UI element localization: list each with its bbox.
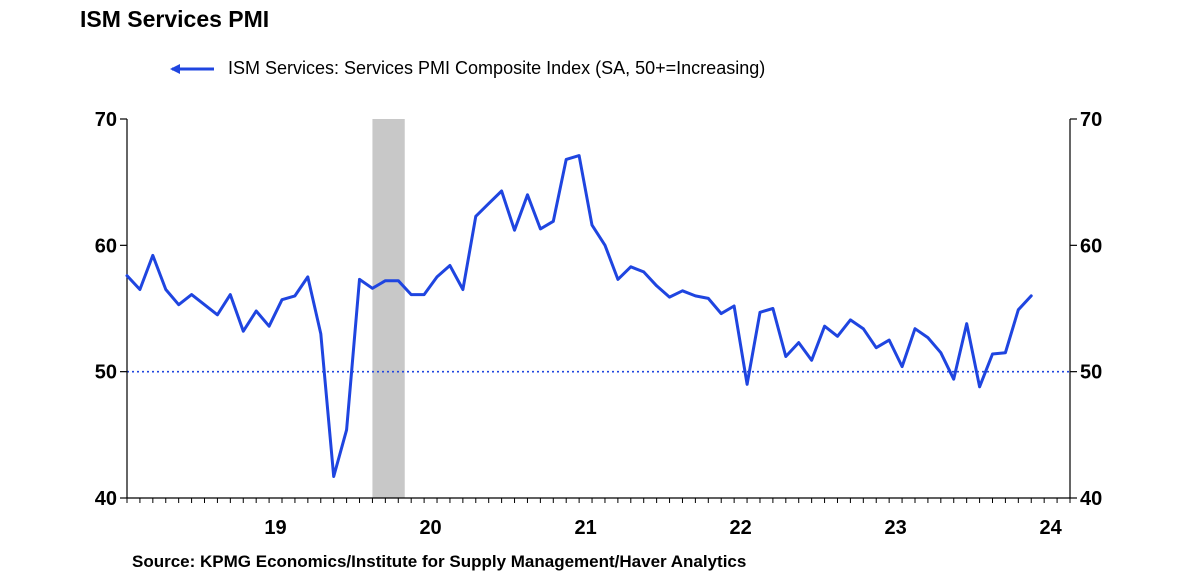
data-point bbox=[461, 288, 465, 291]
data-point bbox=[229, 293, 232, 296]
data-point bbox=[138, 288, 142, 291]
data-point bbox=[616, 278, 620, 281]
recession-shading bbox=[372, 119, 405, 498]
data-point bbox=[190, 293, 193, 296]
data-point bbox=[642, 270, 645, 274]
data-point bbox=[1030, 294, 1033, 298]
data-point bbox=[862, 327, 865, 330]
data-point bbox=[151, 254, 155, 257]
legend: ISM Services: Services PMI Composite Ind… bbox=[168, 58, 765, 79]
data-point bbox=[216, 313, 219, 317]
y-tick-label-right: 70 bbox=[1080, 109, 1102, 131]
data-point bbox=[694, 294, 697, 298]
data-point bbox=[629, 265, 632, 269]
y-tick-label-right: 50 bbox=[1080, 362, 1102, 384]
data-point bbox=[1004, 351, 1007, 354]
data-point bbox=[887, 338, 891, 342]
data-point bbox=[745, 383, 749, 386]
y-tick-label-right: 40 bbox=[1080, 488, 1102, 510]
data-point bbox=[810, 359, 813, 362]
data-point bbox=[254, 309, 258, 313]
data-point bbox=[358, 278, 361, 281]
data-point bbox=[474, 215, 477, 218]
data-point bbox=[681, 289, 684, 293]
x-tick-label: 23 bbox=[884, 517, 906, 539]
data-point bbox=[565, 158, 568, 161]
data-point bbox=[526, 193, 529, 196]
legend-label: ISM Services: Services PMI Composite Ind… bbox=[228, 58, 766, 78]
data-point bbox=[422, 293, 426, 296]
data-point bbox=[306, 275, 310, 279]
data-point bbox=[409, 293, 413, 296]
x-tick-label: 21 bbox=[574, 517, 596, 539]
data-point bbox=[448, 264, 452, 267]
data-point bbox=[280, 298, 284, 301]
data-point bbox=[293, 294, 297, 298]
data-point bbox=[539, 227, 542, 231]
data-point bbox=[500, 189, 503, 193]
data-point bbox=[991, 352, 994, 356]
series-line bbox=[125, 154, 1033, 478]
data-point bbox=[913, 327, 917, 330]
data-point bbox=[590, 223, 594, 227]
data-point bbox=[668, 295, 671, 299]
x-tick-label: 20 bbox=[419, 517, 441, 539]
x-tick-label: 19 bbox=[264, 517, 286, 539]
data-point bbox=[513, 228, 516, 232]
data-point bbox=[978, 385, 981, 389]
data-point bbox=[900, 365, 904, 368]
data-point bbox=[371, 287, 374, 290]
data-point bbox=[177, 303, 180, 306]
data-point bbox=[655, 284, 658, 287]
data-point bbox=[345, 428, 348, 431]
y-tick-label-left: 70 bbox=[95, 109, 117, 131]
data-point bbox=[332, 475, 335, 478]
data-point bbox=[836, 335, 839, 338]
y-tick-label-left: 40 bbox=[95, 488, 117, 510]
legend-line-marker bbox=[170, 63, 214, 74]
data-point bbox=[1017, 308, 1020, 311]
data-point bbox=[732, 304, 736, 308]
data-point bbox=[939, 351, 943, 354]
data-point bbox=[849, 318, 852, 322]
data-point bbox=[319, 332, 322, 335]
x-tick-label: 22 bbox=[729, 517, 751, 539]
data-point bbox=[952, 378, 955, 381]
chart-title: ISM Services PMI bbox=[80, 6, 270, 32]
source-note: Source: KPMG Economics/Institute for Sup… bbox=[132, 552, 747, 571]
data-point bbox=[397, 279, 400, 282]
y-tick-label-right: 60 bbox=[1080, 235, 1102, 257]
data-point bbox=[242, 330, 245, 333]
data-point bbox=[784, 355, 788, 358]
data-point bbox=[487, 202, 490, 205]
data-point bbox=[125, 274, 129, 277]
y-tick-label-left: 60 bbox=[95, 235, 117, 257]
data-point bbox=[758, 311, 762, 314]
data-point bbox=[926, 336, 930, 339]
data-point bbox=[164, 288, 167, 291]
data-point bbox=[203, 303, 206, 306]
x-tick-label: 24 bbox=[1039, 517, 1062, 539]
data-point bbox=[965, 322, 968, 325]
data-point bbox=[603, 244, 607, 247]
data-point bbox=[577, 154, 581, 157]
data-point bbox=[384, 279, 387, 282]
data-point bbox=[552, 220, 555, 223]
y-tick-label-left: 50 bbox=[95, 362, 117, 384]
data-point bbox=[875, 346, 878, 349]
data-point bbox=[707, 297, 710, 300]
data-point bbox=[797, 341, 800, 344]
data-point bbox=[267, 324, 271, 328]
data-point bbox=[435, 275, 439, 279]
data-point bbox=[720, 312, 723, 315]
data-point bbox=[771, 307, 775, 310]
data-point bbox=[823, 324, 826, 328]
